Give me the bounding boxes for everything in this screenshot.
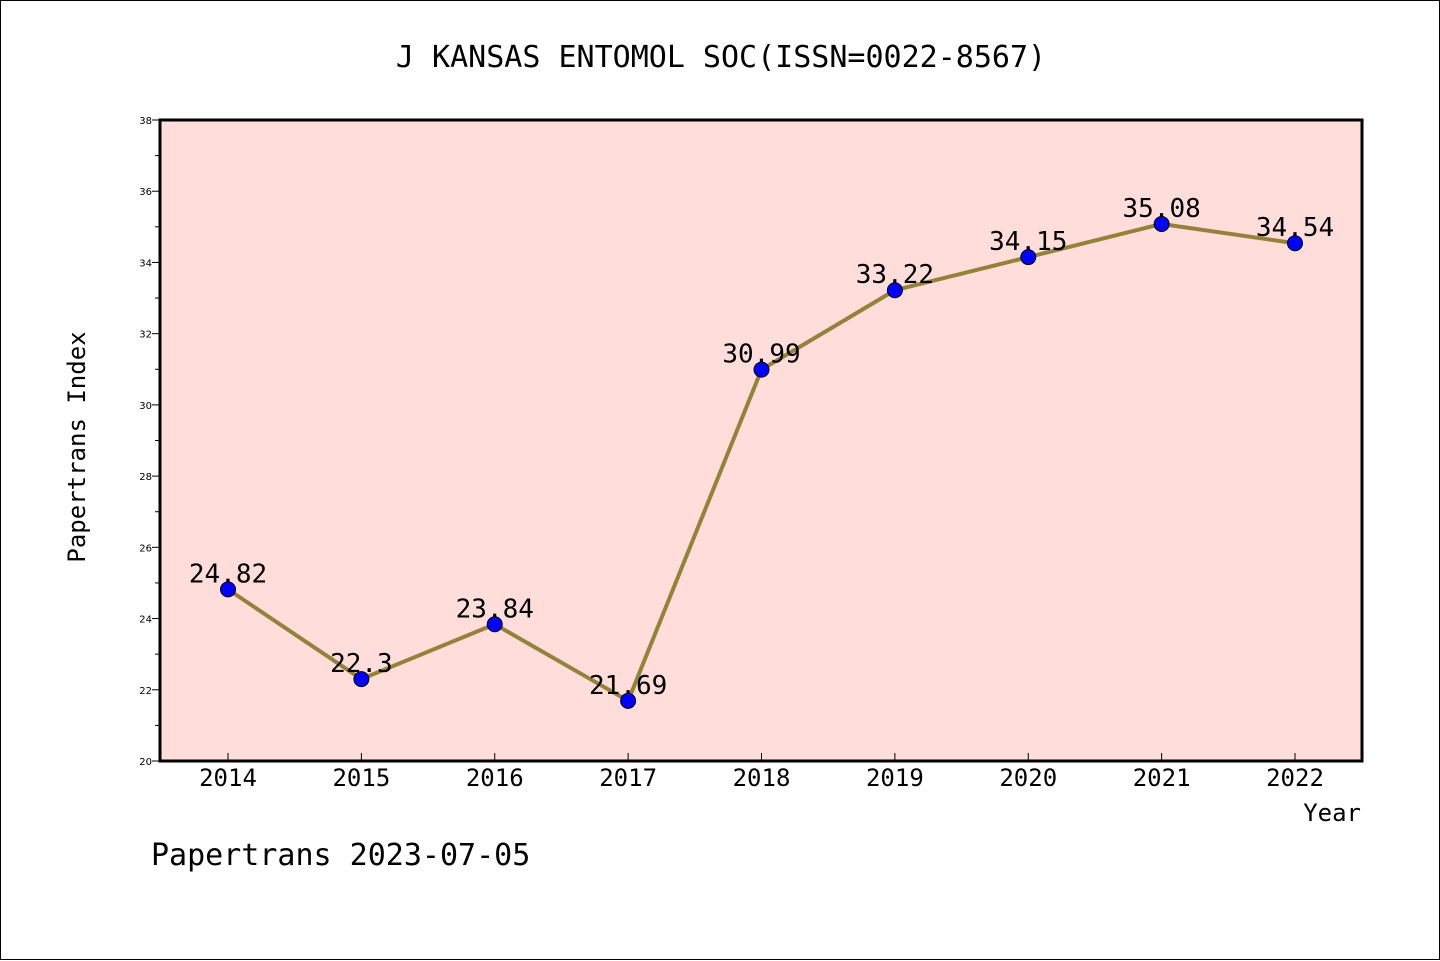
data-point — [1153, 215, 1170, 232]
x-tick-label: 2021 — [1133, 764, 1191, 792]
y-tick-label: 36 — [139, 187, 152, 198]
data-label: 21.69 — [589, 671, 667, 701]
data-point — [886, 282, 903, 299]
x-tick-label: 2015 — [332, 764, 390, 792]
y-tick-label: 38 — [139, 116, 152, 127]
chart-title: J KANSAS ENTOMOL SOC(ISSN=0022-8567) — [396, 40, 1046, 75]
y-axis-label: Papertrans Index — [63, 331, 91, 562]
data-label: 33.22 — [856, 260, 934, 290]
data-label: 24.82 — [189, 559, 267, 589]
data-label: 30.99 — [722, 340, 800, 370]
y-tick-label: 22 — [139, 686, 152, 697]
data-point — [486, 616, 503, 633]
y-tick-label: 20 — [139, 757, 152, 768]
y-tick-label: 30 — [139, 401, 152, 412]
data-point — [620, 692, 637, 709]
data-label: 34.15 — [989, 227, 1067, 257]
y-tick-label: 34 — [139, 258, 152, 269]
series — [220, 215, 1303, 709]
y-tick-label: 32 — [139, 330, 152, 341]
data-point — [1287, 235, 1303, 252]
data-point — [753, 361, 770, 378]
x-tick-label: 2016 — [466, 764, 524, 792]
x-tick-label: 2018 — [733, 764, 791, 792]
x-axis-label: Year — [1303, 799, 1361, 827]
footer-stamp: Papertrans 2023-07-05 — [151, 838, 530, 873]
data-point — [1020, 249, 1037, 266]
data-labels: 24.82 22.3 23.84 21.69 30.99 33.22 34.15 35.08 3… — [189, 194, 1334, 701]
y-tick-label: 24 — [139, 615, 152, 626]
x-axis: 2014 2015 2016 2017 2018 2019 2020 2021 2022 — [199, 753, 1324, 792]
x-tick-label: 2017 — [599, 764, 657, 792]
data-label: 23.84 — [456, 594, 534, 624]
y-tick-label: 28 — [139, 472, 152, 483]
x-tick-label: 2020 — [999, 764, 1057, 792]
y-tick-label: 26 — [139, 543, 152, 554]
x-tick-label: 2019 — [866, 764, 924, 792]
data-point — [353, 671, 370, 688]
data-label: 34.54 — [1256, 213, 1334, 243]
x-tick-label: 2022 — [1266, 764, 1324, 792]
data-label: 35.08 — [1122, 194, 1200, 224]
y-axis: 20 22 24 26 28 30 32 34 36 38 — [139, 116, 160, 768]
x-tick-label: 2014 — [199, 764, 257, 792]
data-label: 22.3 — [330, 649, 393, 679]
data-point — [220, 581, 236, 598]
